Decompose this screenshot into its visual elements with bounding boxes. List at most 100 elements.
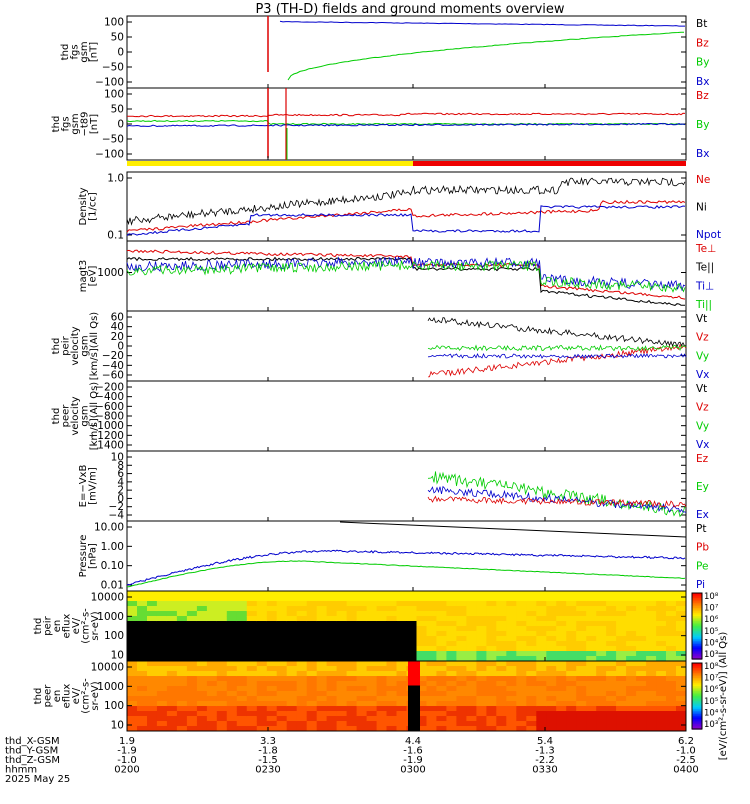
series-ez — [427, 495, 687, 508]
pressure-traces — [126, 521, 687, 588]
y-tick-label: −40 — [102, 360, 124, 372]
y-axis-label: Density — [78, 187, 89, 225]
y-axis-label: gsm — [80, 405, 91, 426]
pressure-ylabel: Pressure[nPa] — [78, 535, 99, 578]
xaxis-value: -1.0 — [117, 755, 137, 766]
y-tick-label: 50 — [111, 32, 124, 44]
y-tick-label: −100 — [95, 77, 124, 89]
y-axis-label: peer — [43, 684, 54, 708]
xaxis-value: 6.2 — [678, 736, 694, 747]
y-tick-label: −400 — [95, 391, 124, 403]
y-tick-label: −1000 — [88, 420, 124, 432]
xaxis-value: 0330 — [532, 765, 557, 776]
y-tick-label: 2 — [117, 485, 124, 497]
density-ylabel: Density[1/cc] — [78, 187, 99, 225]
legend-entry: Pi — [696, 579, 705, 591]
y-tick-label: −200 — [95, 382, 124, 394]
y-tick-label: 40 — [111, 321, 124, 333]
legend-entry: Ti⊥ — [695, 280, 714, 292]
density-legend: Ne Ni Npot — [696, 174, 721, 241]
y-tick-label: 100 — [104, 17, 124, 29]
peir-velocity-traces — [427, 317, 687, 378]
colorbar-tick-label: 10⁴ — [704, 708, 719, 718]
colorbar-tick-label: 10⁷ — [704, 604, 719, 614]
xaxis-value: -1.3 — [535, 746, 555, 757]
legend-entry: Pe — [696, 560, 708, 572]
y-axis-label: [km/s](All Qs) — [89, 382, 100, 450]
xaxis-value: -1.5 — [258, 755, 278, 766]
y-tick-label: 100 — [104, 89, 124, 101]
xaxis-value: 3.3 — [260, 736, 276, 747]
legend-entry: Vt — [696, 383, 707, 395]
peer-velocity-legend: Vt Vz Vy Vx — [696, 383, 709, 451]
density-yticks: 1.0 0.1 — [107, 173, 686, 242]
y-tick-label: −2 — [109, 501, 124, 513]
legend-entry: Ne — [696, 174, 710, 186]
efield-ylabel: E=−VxB[mV/m] — [78, 465, 99, 508]
y-axis-label: eflux — [62, 684, 73, 709]
y-tick-label: 60 — [111, 312, 124, 324]
legend-entry: Bz — [696, 90, 709, 102]
y-tick-label: −100 — [95, 149, 124, 161]
series-pe — [127, 560, 686, 588]
legend-entry: Vy — [696, 350, 709, 362]
y-axis-label: [nT] — [89, 42, 100, 62]
series-te-par — [126, 256, 685, 306]
y-axis-label: [1/cc] — [88, 192, 99, 221]
legend-entry: Ti|| — [695, 299, 712, 311]
xaxis-value: -1.6 — [403, 746, 423, 757]
y-tick-label: −1400 — [88, 440, 124, 452]
series-ti-perp — [126, 256, 686, 291]
panel-peer-velocity: −200−400−600−800−1000−1200−1400thdpeerve… — [51, 380, 709, 452]
colorbar-tick-label: 10⁶ — [704, 615, 719, 625]
y-tick-label: 0.1 — [107, 230, 124, 242]
y-axis-label: eV/ — [71, 617, 82, 634]
series-pi — [126, 549, 686, 586]
xaxis-value: 5.4 — [537, 736, 553, 747]
y-axis-label: magt3 — [78, 260, 89, 293]
y-tick-label: −50 — [102, 134, 124, 146]
y-tick-label: −800 — [95, 411, 124, 423]
y-axis-label: eV/ — [71, 687, 82, 704]
peer-velocity-frame — [126, 380, 687, 452]
colorbar-frame — [691, 592, 703, 660]
y-axis-label: fgs — [61, 116, 72, 131]
y-axis-label: E=−VxB — [78, 465, 89, 508]
xaxis-value: -1.0 — [676, 746, 696, 757]
y-axis-label: fgs — [70, 44, 81, 59]
legend-entry: Te⊥ — [695, 243, 716, 255]
y-axis-label: (cm²-s- — [81, 678, 92, 714]
series-ti-par — [126, 259, 686, 293]
panel-peir-spec: 10000 1000 100 10 thdpeirenefluxeV/(cm²-s-sr… — [33, 590, 687, 662]
y-axis-label: eflux — [62, 614, 73, 639]
series-bx — [279, 20, 685, 27]
pressure-legend: Pt Pb Pe Pi — [696, 523, 709, 591]
colorbar-tick-label: 10⁷ — [704, 674, 719, 684]
temperature-frame — [126, 240, 687, 312]
y-tick-label: 50 — [111, 104, 124, 116]
efield-legend: Ez Ey Ex — [696, 453, 709, 521]
series-vz — [427, 343, 687, 378]
fgs-gsm-frame — [126, 15, 687, 89]
y-axis-label: gsm — [70, 113, 81, 134]
peir-velocity-legend: Vt Vz Vy Vx — [696, 313, 709, 381]
y-axis-label: en — [52, 690, 63, 703]
y-tick-label: 1000 — [97, 681, 124, 693]
series-vt — [427, 317, 687, 348]
mode-bar — [127, 161, 686, 166]
y-tick-label: −20 — [102, 350, 124, 362]
y-tick-label: 10.00 — [94, 522, 124, 534]
y-tick-label: 10000 — [91, 592, 124, 604]
y-tick-label: 1.00 — [101, 541, 124, 553]
xaxis-row-label: thd_Y-GSM — [5, 746, 58, 757]
mode-bar-yellow — [127, 161, 413, 166]
